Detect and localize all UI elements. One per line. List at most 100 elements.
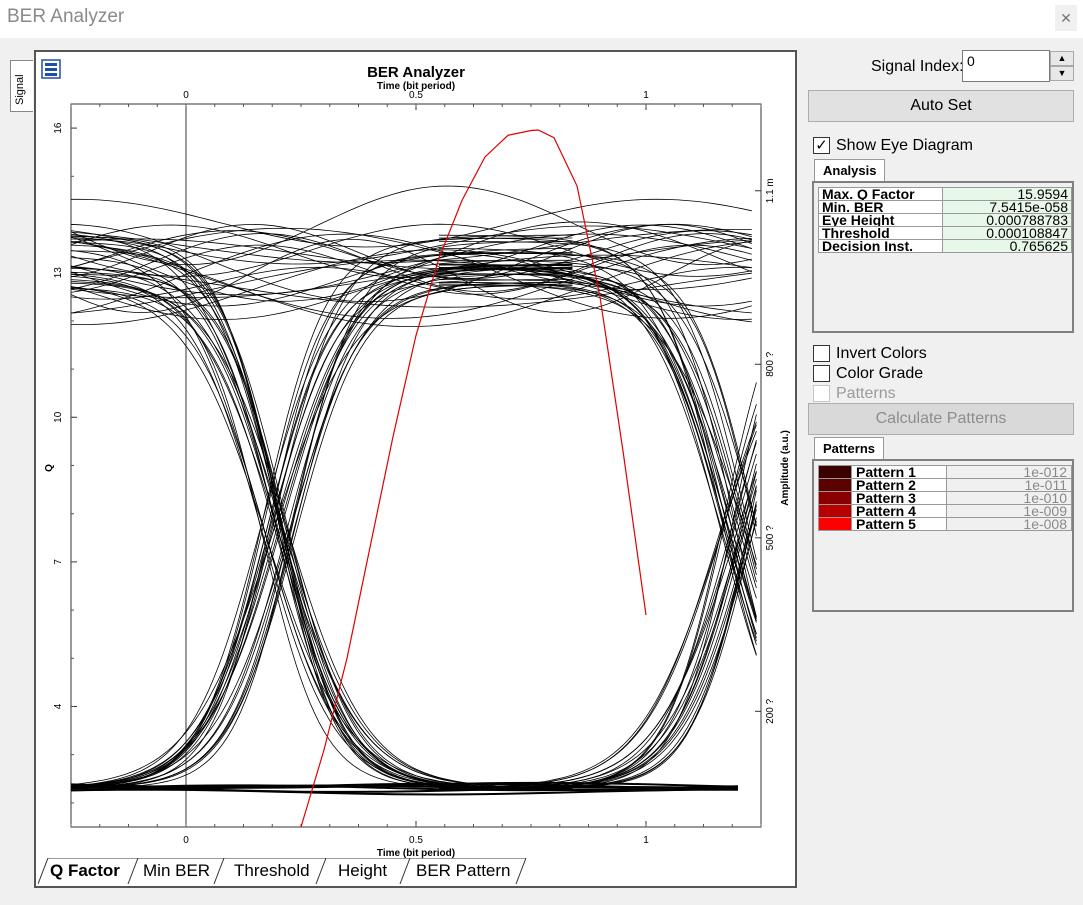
tab-signal[interactable]: Signal bbox=[10, 60, 33, 112]
eye-trace bbox=[70, 281, 573, 788]
eye-trace bbox=[70, 223, 752, 277]
eye-diagram-chart: BER Analyzer Time (bit period) Time (bit… bbox=[41, 59, 791, 859]
eye-trace bbox=[70, 250, 573, 789]
eye-trace bbox=[439, 263, 757, 589]
eye-trace bbox=[70, 238, 752, 319]
spin-up-icon[interactable]: ▲ bbox=[1050, 51, 1074, 66]
eye-trace bbox=[70, 233, 752, 296]
pattern-swatch bbox=[818, 517, 852, 531]
pattern-value: 1e-009 bbox=[946, 504, 1072, 518]
eye-trace bbox=[70, 784, 739, 792]
eye-trace bbox=[439, 439, 757, 789]
pattern-value: 1e-008 bbox=[946, 517, 1072, 531]
settings-panel: Signal Index: 0 ▲ ▼ Auto Set ✓ Show Eye … bbox=[806, 45, 1078, 615]
eye-trace bbox=[70, 237, 573, 788]
eye-trace bbox=[70, 234, 573, 789]
eye-trace bbox=[70, 259, 752, 314]
invert-colors-checkbox[interactable] bbox=[813, 345, 830, 362]
y-right-tick-label: 1.1 m bbox=[765, 178, 776, 203]
eye-trace bbox=[70, 273, 573, 788]
signal-index-input[interactable]: 0 bbox=[962, 50, 1050, 82]
plot-area bbox=[70, 103, 762, 828]
signal-index-label: Signal Index: bbox=[871, 58, 964, 75]
tab-q-factor[interactable]: Q Factor bbox=[50, 861, 120, 880]
spin-down-icon[interactable]: ▼ bbox=[1050, 66, 1074, 81]
eye-trace bbox=[70, 224, 752, 279]
eye-trace bbox=[438, 471, 757, 789]
tab-height[interactable]: Height bbox=[338, 861, 388, 880]
eye-trace bbox=[70, 238, 752, 270]
eye-trace bbox=[70, 229, 752, 264]
eye-trace bbox=[70, 267, 573, 787]
eye-trace bbox=[70, 273, 573, 788]
y-right-tick-label: 200 ? bbox=[765, 698, 776, 723]
auto-set-button[interactable]: Auto Set bbox=[808, 90, 1074, 122]
y-right-tick-label: 500 ? bbox=[765, 525, 776, 550]
show-eye-checkbox[interactable]: ✓ bbox=[813, 137, 830, 154]
tab-patterns[interactable]: Patterns bbox=[814, 437, 885, 459]
tab-analysis[interactable]: Analysis bbox=[814, 159, 886, 181]
eye-trace bbox=[439, 442, 757, 789]
y-axis-label-right: Amplitude (a.u.) bbox=[780, 430, 791, 506]
eye-trace bbox=[70, 268, 573, 788]
x-tick-label: 1 bbox=[643, 835, 649, 846]
tab-threshold[interactable]: Threshold bbox=[234, 861, 310, 880]
calculate-patterns-button[interactable]: Calculate Patterns bbox=[808, 403, 1074, 435]
pattern-name: Pattern 4 bbox=[851, 504, 947, 518]
x-axis-label-top: Time (bit period) bbox=[377, 81, 455, 92]
patterns-checkbox[interactable] bbox=[813, 385, 830, 402]
color-grade-label: Color Grade bbox=[836, 365, 924, 382]
pattern-swatch bbox=[818, 478, 852, 492]
analysis-value: 0.000788783 bbox=[942, 213, 1072, 227]
patterns-box: Pattern 1 1e-012 Pattern 2 1e-011 Pattern … bbox=[812, 459, 1074, 612]
eye-trace bbox=[70, 279, 573, 788]
analysis-value: 7.5415e-058 bbox=[942, 200, 1072, 214]
eye-trace bbox=[70, 266, 573, 789]
eye-trace bbox=[439, 463, 757, 789]
tab-ber-pattern[interactable]: BER Pattern bbox=[416, 861, 511, 880]
analysis-box: Max. Q Factor 15.9594 Min. BER 7.5415e-058… bbox=[812, 181, 1074, 333]
eye-trace bbox=[70, 279, 573, 789]
table-row: Min. BER 7.5415e-058 bbox=[818, 200, 1072, 214]
y-tick-label: 10 bbox=[53, 411, 64, 423]
eye-trace bbox=[70, 264, 573, 789]
table-row: Decision Inst. 0.765625 bbox=[818, 239, 1072, 253]
eye-trace bbox=[70, 264, 573, 787]
table-row: Eye Height 0.000788783 bbox=[818, 213, 1072, 227]
pattern-swatch bbox=[818, 465, 852, 479]
chart-icon[interactable] bbox=[41, 59, 61, 79]
pattern-swatch bbox=[818, 504, 852, 518]
pattern-name: Pattern 2 bbox=[851, 478, 947, 492]
close-icon[interactable]: ✕ bbox=[1055, 5, 1077, 31]
window-title: BER Analyzer bbox=[7, 6, 125, 27]
eye-trace bbox=[70, 286, 573, 789]
eye-trace bbox=[439, 264, 757, 536]
show-eye-label: Show Eye Diagram bbox=[836, 137, 973, 154]
analysis-value: 15.9594 bbox=[942, 187, 1072, 201]
y-tick-label: 13 bbox=[53, 267, 64, 279]
eye-trace bbox=[71, 241, 573, 789]
eye-trace bbox=[439, 248, 757, 620]
tab-signal-label: Signal bbox=[14, 74, 26, 105]
eye-trace bbox=[70, 287, 573, 789]
q-factor-curve bbox=[300, 129, 647, 828]
pattern-value: 1e-011 bbox=[946, 478, 1072, 492]
table-row: Pattern 4 1e-009 bbox=[818, 504, 1072, 518]
eye-trace bbox=[70, 781, 739, 789]
x-tick-label: 0.5 bbox=[409, 835, 423, 846]
eye-trace bbox=[438, 485, 757, 789]
color-grade-checkbox[interactable] bbox=[813, 365, 830, 382]
eye-trace bbox=[70, 268, 573, 787]
eye-trace bbox=[439, 490, 757, 789]
analysis-table: Max. Q Factor 15.9594 Min. BER 7.5415e-058… bbox=[818, 187, 1072, 253]
eye-trace bbox=[439, 273, 757, 583]
tab-min-ber[interactable]: Min BER bbox=[143, 861, 211, 880]
eye-trace bbox=[439, 252, 757, 527]
chart-title: BER Analyzer bbox=[367, 64, 465, 81]
eye-trace bbox=[70, 252, 573, 789]
eye-trace bbox=[70, 252, 573, 788]
table-row: Max. Q Factor 15.9594 bbox=[818, 187, 1072, 201]
pattern-name: Pattern 5 bbox=[851, 517, 947, 531]
pattern-swatch bbox=[818, 491, 852, 505]
eye-trace bbox=[70, 221, 752, 302]
